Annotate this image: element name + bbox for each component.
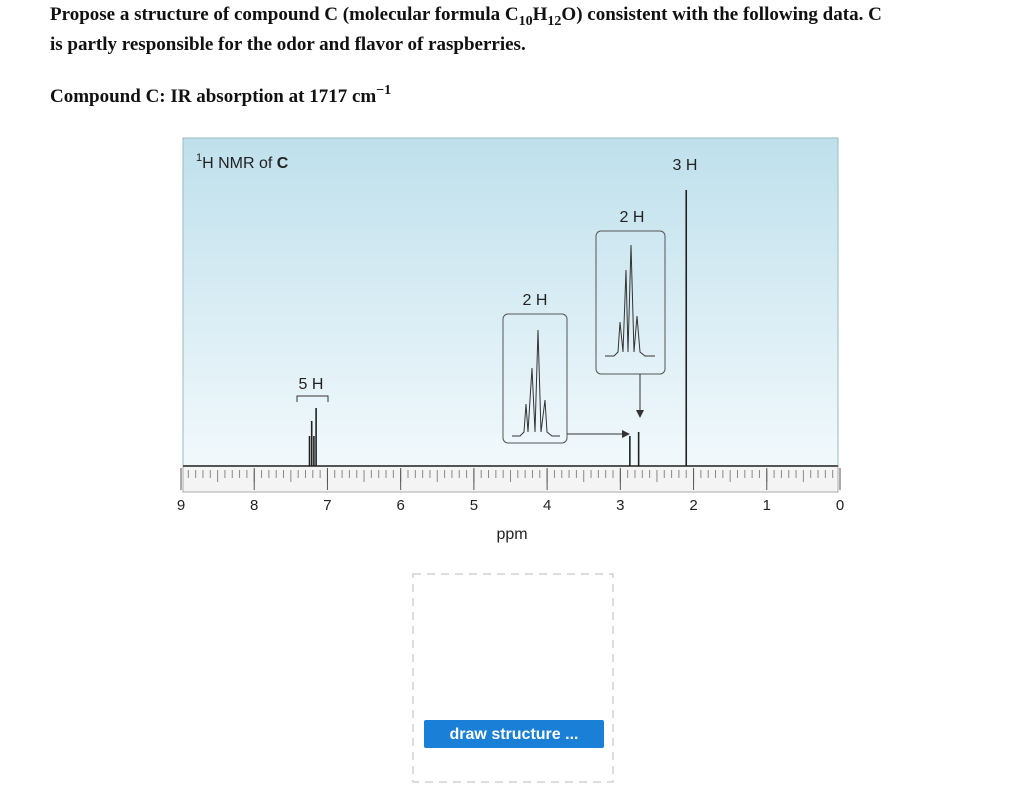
ir-data: Compound C: IR absorption at 1717 cm−1 [50,83,391,107]
inset-peaks [512,329,560,437]
x-tick-label: 0 [836,497,844,514]
peak-label: 5 H [299,376,324,393]
x-tick-label: 3 [616,497,624,514]
x-tick-label: 7 [323,497,331,514]
arrow-head [636,410,644,418]
x-tick-label: 4 [543,497,551,514]
x-tick-label: 6 [396,497,404,514]
peak-label: 2 H [523,292,548,309]
x-tick-label: 1 [763,497,771,514]
x-axis-label: ppm [496,526,527,543]
question-line2: is partly responsible for the odor and f… [50,34,526,55]
x-tick-label: 8 [250,497,258,514]
question-line1: Propose a structure of compound C (molec… [50,4,882,29]
peak-label: 3 H [673,157,698,174]
inset [595,230,666,375]
bracket [296,395,329,402]
nmr-title: 1H NMR of C [196,152,289,172]
peak [308,408,317,466]
peak-label: 2 H [620,209,645,226]
x-tick-label: 2 [689,497,697,514]
x-tick-label: 9 [177,497,185,514]
inset-peaks [605,244,655,357]
inset [502,313,568,444]
spectrum-panel [182,137,839,469]
x-tick-label: 5 [470,497,478,514]
arrow-head [622,430,630,438]
drawing-area [412,573,614,783]
draw-button-label[interactable]: draw structure ... [450,726,579,743]
draw-button[interactable] [424,720,604,748]
